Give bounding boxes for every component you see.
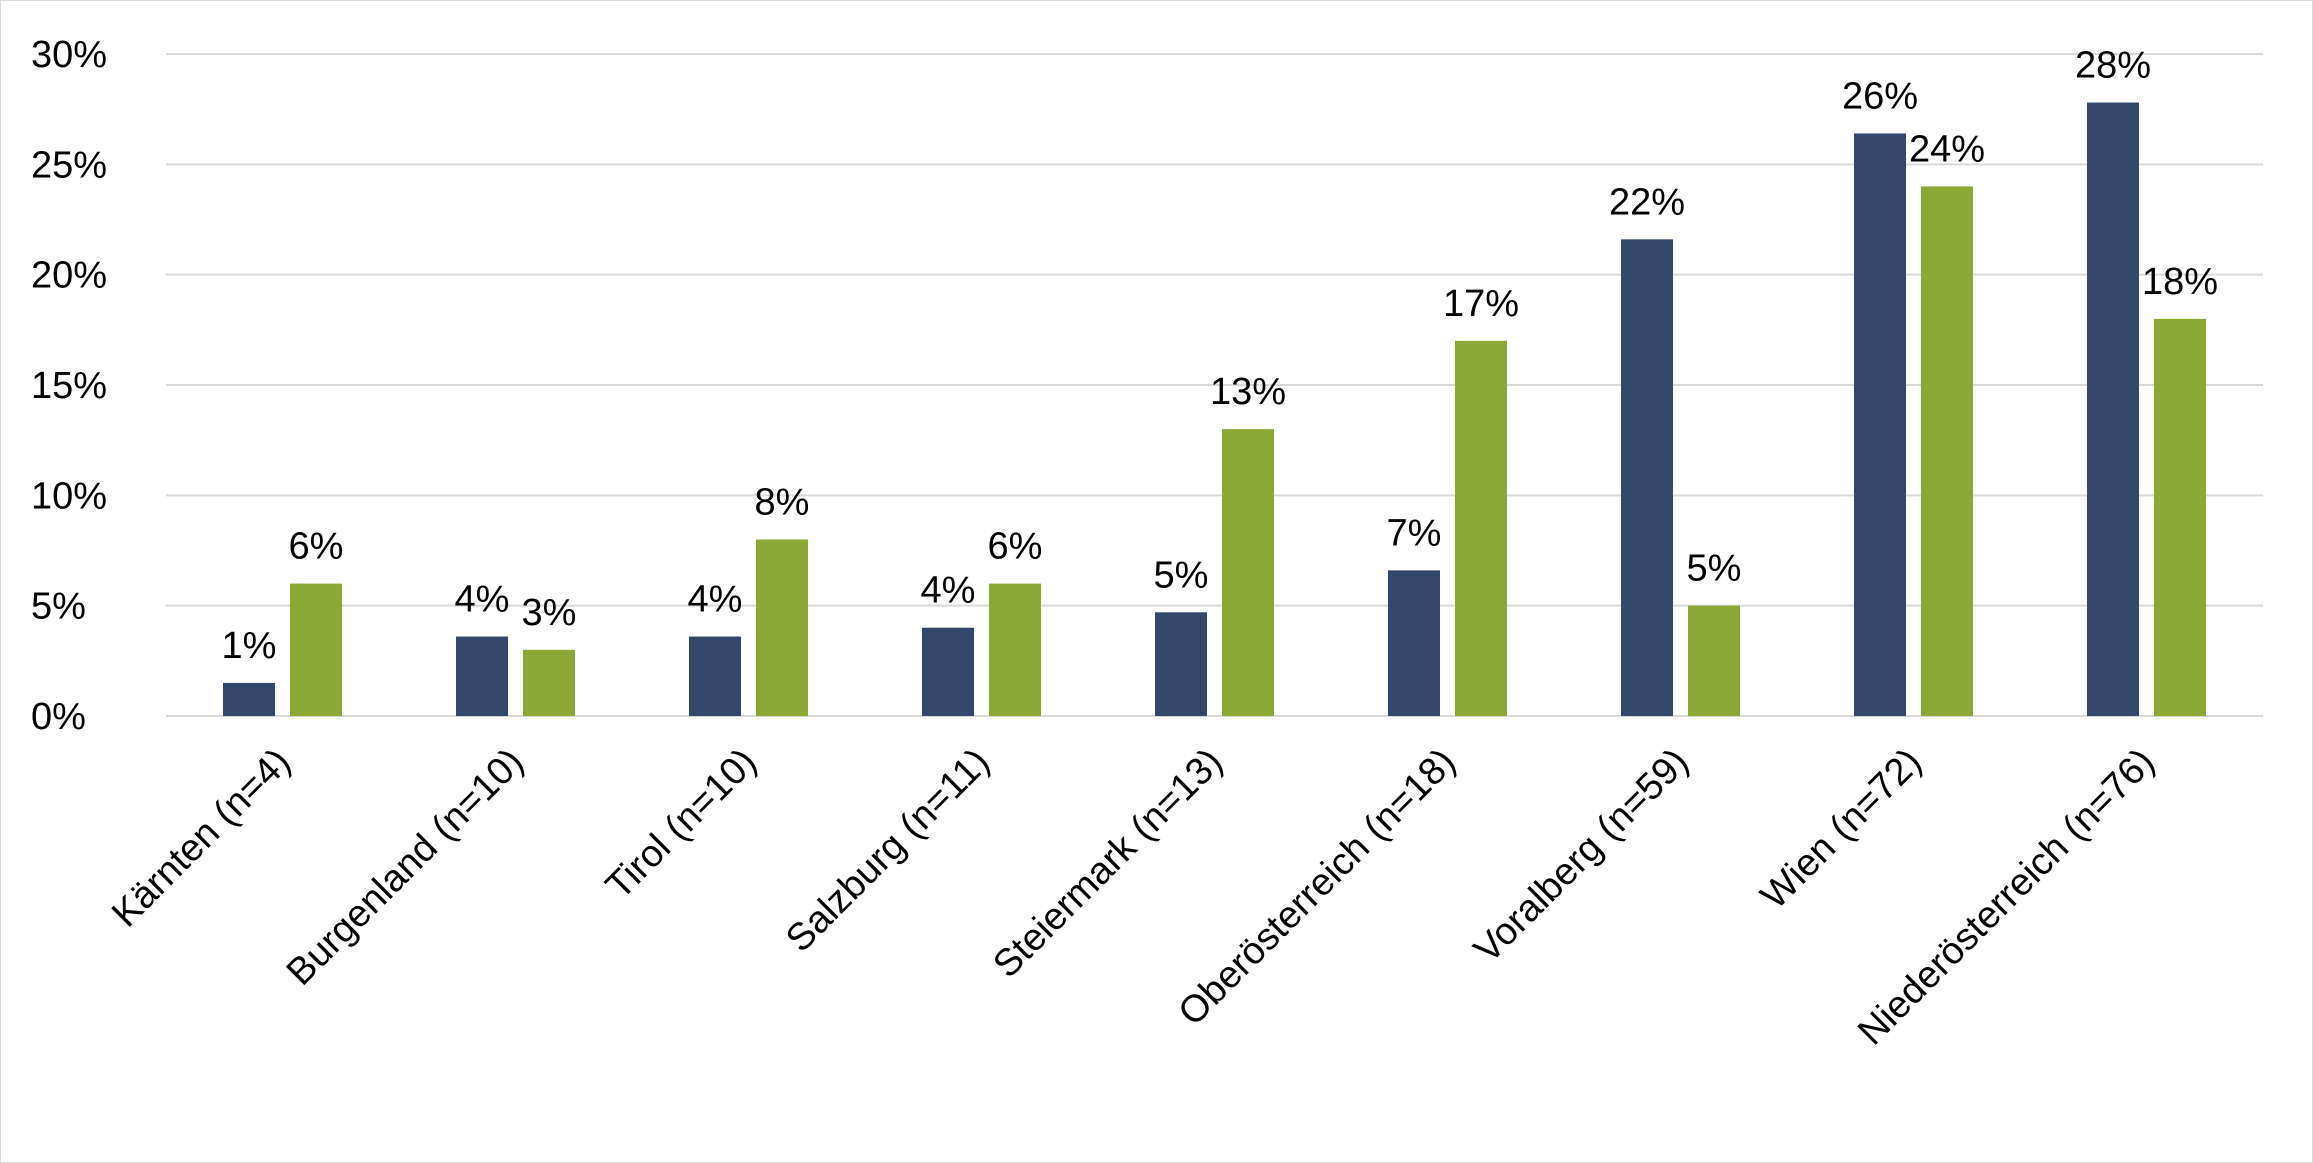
data-label: 5%: [1687, 548, 1742, 590]
category-label: Kärnten (n=4): [104, 741, 299, 936]
bar-series-1-8: [2087, 102, 2139, 716]
data-label: 1%: [222, 625, 277, 667]
data-label: 4%: [688, 579, 743, 621]
bar-series-1-7: [1854, 133, 1906, 716]
data-label: 5%: [1154, 554, 1209, 596]
y-tick-label: 0%: [31, 696, 86, 738]
category-label: Tirol (n=10): [598, 741, 765, 908]
data-label: 28%: [2075, 45, 2151, 87]
bar-series-1-4: [1155, 612, 1207, 716]
y-tick-label: 20%: [31, 255, 107, 297]
bar-series-2-8: [2154, 318, 2206, 716]
data-label: 7%: [1387, 512, 1442, 554]
bars: [223, 102, 2206, 717]
category-label: Salzburg (n=11): [778, 741, 998, 961]
bar-series-1-5: [1388, 570, 1440, 716]
bar-series-1-6: [1621, 239, 1673, 717]
data-label: 17%: [1443, 283, 1519, 325]
category-label: Steiermark (n=13): [985, 741, 1230, 986]
y-tick-label: 15%: [31, 365, 107, 407]
bar-series-2-0: [290, 583, 342, 716]
y-tick-label: 30%: [31, 34, 107, 76]
bar-series-1-0: [223, 682, 275, 716]
bar-series-2-4: [1222, 429, 1274, 716]
data-labels: 1% 6% 4% 3% 4% 8% 4% 6% 5% 13% 7% 17% 22% 5% 26% 24% 28%…: [222, 45, 2218, 667]
data-label: 8%: [755, 481, 810, 523]
bar-series-2-6: [1688, 605, 1740, 716]
data-label: 22%: [1609, 181, 1685, 223]
data-label: 26%: [1842, 75, 1918, 117]
category-labels: Kärnten (n=4)Burgenland (n=10) Tirol (n=1…: [104, 741, 2163, 1054]
bar-series-2-2: [756, 539, 808, 716]
data-label: 13%: [1210, 371, 1286, 413]
data-label: 3%: [522, 592, 577, 634]
category-label: Wien (n=72): [1753, 741, 1930, 918]
bar-series-2-7: [1921, 186, 1973, 716]
bar-series-2-3: [989, 583, 1041, 716]
data-label: 6%: [289, 526, 344, 568]
data-label: 24%: [1909, 128, 1985, 170]
y-axis-ticks: 0% 5% 10% 15% 20% 25% 30%: [31, 34, 107, 738]
y-tick-label: 5%: [31, 586, 86, 628]
bar-series-1-1: [456, 636, 508, 716]
gridlines: [166, 53, 2263, 717]
bar-series-2-5: [1455, 340, 1507, 716]
category-label: Burgenland (n=10): [279, 741, 532, 994]
data-label: 4%: [455, 579, 510, 621]
y-tick-label: 10%: [31, 475, 107, 517]
data-label: 18%: [2142, 261, 2218, 303]
bar-series-1-3: [922, 627, 974, 716]
bar-series-1-2: [689, 636, 741, 716]
category-label: Voralberg (n=59): [1466, 741, 1697, 972]
bar-series-2-1: [523, 649, 575, 716]
data-label: 6%: [988, 526, 1043, 568]
y-tick-label: 25%: [31, 144, 107, 186]
data-label: 4%: [921, 570, 976, 612]
